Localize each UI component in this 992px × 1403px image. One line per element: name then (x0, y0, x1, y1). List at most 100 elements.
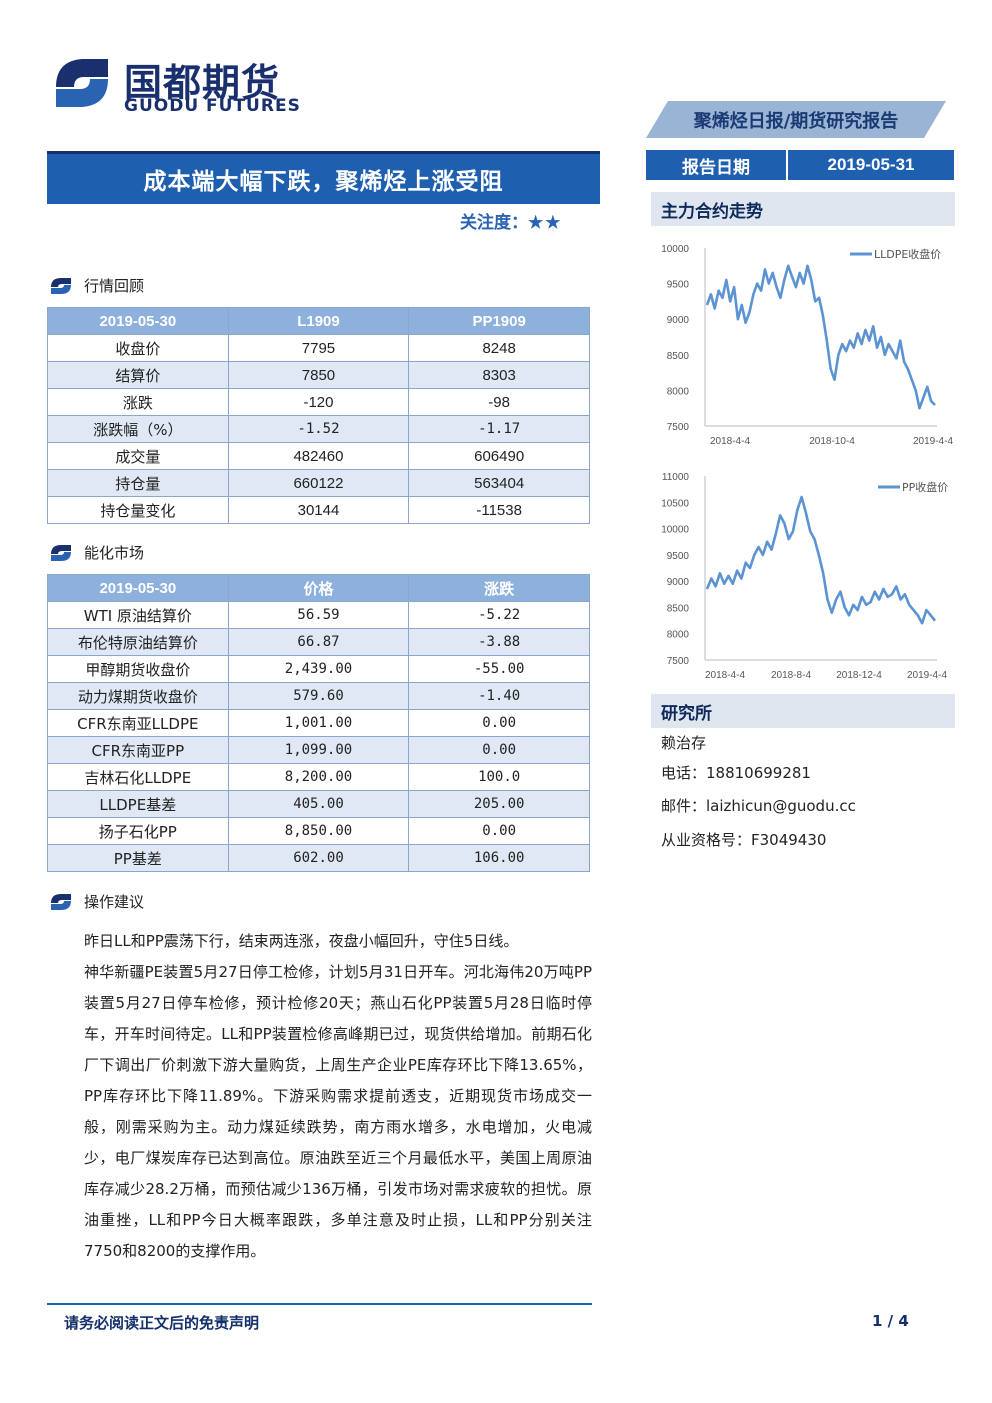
table-row: 成交量 482460 606490 (47, 442, 590, 470)
y-tick-label: 11000 (662, 472, 690, 483)
table-row: CFR东南亚LLDPE 1,001.00 0.00 (47, 709, 590, 737)
y-tick-label: 8000 (667, 630, 690, 641)
legend-label: PP收盘价 (902, 480, 948, 494)
energy-header-date: 2019-05-30 (47, 574, 229, 602)
section-logo-icon (51, 277, 71, 294)
cell-change: 0.00 (408, 736, 590, 764)
cell-change: -3.88 (408, 628, 590, 656)
y-tick-label: 9000 (667, 315, 690, 326)
table-row: WTI 原油结算价 56.59 -5.22 (47, 601, 590, 629)
cell-l1909: 482460 (227, 442, 410, 470)
pp-price-chart: 11000 10500 10000 9500 9000 8500 8000 7500 2018-… (661, 472, 948, 681)
series-line (705, 264, 936, 410)
table-row: 甲醇期货收盘价 2,439.00 -55.00 (47, 655, 590, 683)
row-label: 布伦特原油结算价 (47, 628, 229, 656)
cell-pp1909: -1.17 (408, 415, 590, 443)
y-tick-label: 7500 (667, 422, 690, 433)
row-label: CFR东南亚LLDPE (47, 709, 229, 737)
y-tick-label: 9500 (667, 551, 690, 562)
table-row: 涨跌 -120 -98 (47, 388, 590, 416)
cell-change: -5.22 (408, 601, 590, 629)
footer-divider (47, 1303, 592, 1305)
table-row: 持仓量 660122 563404 (47, 469, 590, 497)
row-label: 涨跌幅（%） (47, 415, 229, 443)
report-date-label: 报告日期 (646, 150, 788, 180)
brand-name-en: GUODU FUTURES (124, 96, 301, 116)
cell-pp1909: 563404 (408, 469, 590, 497)
row-label: 扬子石化PP (47, 817, 229, 845)
market-header-date: 2019-05-30 (47, 307, 229, 335)
cell-change: 100.0 (408, 763, 590, 791)
table-row: PP基差 602.00 106.00 (47, 844, 590, 872)
row-label: PP基差 (47, 844, 229, 872)
cell-l1909: -120 (227, 388, 410, 416)
row-label: WTI 原油结算价 (47, 601, 229, 629)
cell-price: 405.00 (227, 790, 410, 818)
advice-paragraph: 神华新疆PE装置5月27日停工检修，计划5月31日开车。河北海伟20万吨PP装置… (84, 963, 592, 1260)
row-label: 涨跌 (47, 388, 229, 416)
cell-change: 0.00 (408, 817, 590, 845)
x-tick-label: 2019-4-4 (907, 670, 947, 681)
analyst-license: 从业资格号：F3049430 (661, 831, 827, 849)
row-label: 持仓量 (47, 469, 229, 497)
table-row: 布伦特原油结算价 66.87 -3.88 (47, 628, 590, 656)
section-energy-heading: 能化市场 (50, 542, 144, 563)
report-date-bar: 报告日期 2019-05-31 (646, 150, 954, 180)
cell-price: 602.00 (227, 844, 410, 872)
energy-table: 2019-05-30 价格 涨跌 WTI 原油结算价 56.59 -5.22 布伦特… (47, 574, 590, 872)
row-label: 结算价 (47, 361, 229, 389)
cell-price: 1,001.00 (227, 709, 410, 737)
cell-pp1909: 606490 (408, 442, 590, 470)
row-label: 动力煤期货收盘价 (47, 682, 229, 710)
brand-name-cn: 国都期货 (124, 61, 281, 105)
energy-header-change: 涨跌 (408, 574, 590, 602)
y-tick-label: 10500 (661, 498, 689, 509)
x-tick-label: 2019-4-4 (913, 436, 953, 447)
x-tick-label: 2018-4-4 (705, 670, 745, 681)
section-advice-title: 操作建议 (84, 893, 145, 911)
cell-change: 106.00 (408, 844, 590, 872)
table-row: 涨跌幅（%） -1.52 -1.17 (47, 415, 590, 443)
section-advice-heading: 操作建议 (50, 891, 144, 912)
cell-pp1909: -11538 (408, 496, 590, 524)
section-logo-icon (51, 544, 71, 561)
analyst-email[interactable]: 邮件：laizhicun@guodu.cc (661, 797, 856, 815)
cell-price: 1,099.00 (227, 736, 410, 764)
energy-table-header: 2019-05-30 价格 涨跌 (47, 574, 590, 602)
side-research-heading: 研究所 (651, 694, 955, 728)
section-logo-icon (51, 893, 71, 910)
y-tick-label: 10000 (661, 525, 689, 536)
table-row: 扬子石化PP 8,850.00 0.00 (47, 817, 590, 845)
row-label: LLDPE基差 (47, 790, 229, 818)
cell-change: -1.40 (408, 682, 590, 710)
y-tick-label: 8500 (667, 351, 690, 362)
row-label: CFR东南亚PP (47, 736, 229, 764)
analyst-name: 赖治存 (661, 734, 707, 752)
cell-price: 66.87 (227, 628, 410, 656)
report-date-value: 2019-05-31 (827, 155, 915, 174)
table-row: 收盘价 7795 8248 (47, 334, 590, 362)
cell-price: 2,439.00 (227, 655, 410, 683)
market-header-l1909: L1909 (227, 307, 410, 335)
analyst-phone: 电话：18810699281 (661, 764, 811, 782)
table-row: 吉林石化LLDPE 8,200.00 100.0 (47, 763, 590, 791)
y-tick-label: 8500 (667, 603, 690, 614)
cell-pp1909: -98 (408, 388, 590, 416)
table-row: CFR东南亚PP 1,099.00 0.00 (47, 736, 590, 764)
focus-label: 关注度： (460, 213, 528, 233)
footer-disclaimer[interactable]: 请务必阅读正文后的免责声明 (64, 1314, 260, 1332)
row-label: 收盘价 (47, 334, 229, 362)
y-tick-label: 9000 (667, 577, 690, 588)
focus-rating: 关注度：★★ (460, 208, 562, 233)
y-tick-label: 10000 (661, 244, 689, 255)
energy-header-price: 价格 (227, 574, 410, 602)
row-label: 持仓量变化 (47, 496, 229, 524)
side-chart-heading: 主力合约走势 (651, 192, 955, 226)
lldpe-price-chart: 10000 9500 9000 8500 8000 7500 2018-4-4 2018-10… (661, 244, 953, 447)
x-tick-label: 2018-12-4 (836, 670, 882, 681)
table-row: 结算价 7850 8303 (47, 361, 590, 389)
table-row: LLDPE基差 405.00 205.00 (47, 790, 590, 818)
guodu-logo-mark-icon (56, 59, 108, 107)
cell-pp1909: 8248 (408, 334, 590, 362)
cell-price: 579.60 (227, 682, 410, 710)
